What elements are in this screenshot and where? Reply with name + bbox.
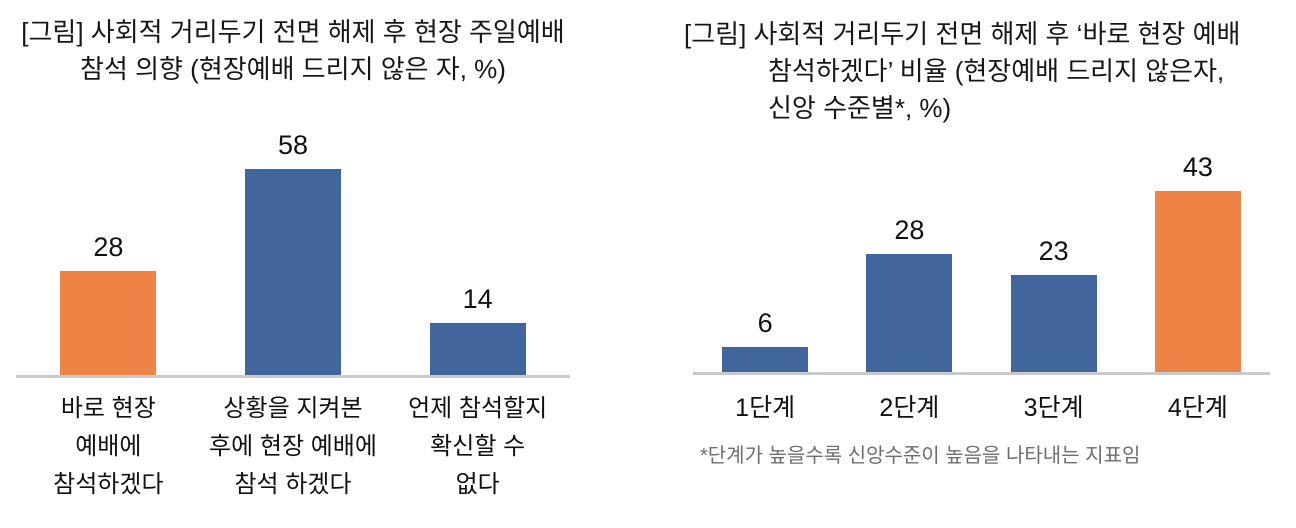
chart-attendance-by-faith-level: [그림] 사회적 거리두기 전면 해제 후 ‘바로 현장 예배 참석하겠다’ 비…	[648, 0, 1296, 528]
bar	[722, 347, 809, 372]
bar-value-label: 58	[277, 130, 309, 160]
bar	[60, 271, 157, 375]
bar-column: 43	[1126, 132, 1270, 372]
category-label: 2단계	[879, 394, 940, 422]
bar	[866, 254, 953, 372]
category-axis-labels: 1단계 2단계 3단계 4단계	[693, 389, 1270, 427]
bar-column: 58	[201, 130, 386, 375]
bar	[245, 169, 341, 375]
category-label: 바로 현장 예배에 참석하겠다	[53, 395, 164, 498]
x-axis-line	[693, 372, 1270, 375]
bar-value-label: 43	[1182, 152, 1213, 182]
chart-title: [그림] 사회적 거리두기 전면 해제 후 현장 주일예배 참석 의향 (현장예…	[21, 17, 565, 84]
chart-sunday-worship-intent: [그림] 사회적 거리두기 전면 해제 후 현장 주일예배 참석 의향 (현장예…	[16, 17, 570, 504]
bar	[1154, 191, 1241, 372]
bar-value-label: 28	[93, 232, 124, 262]
category-label: 1단계	[735, 394, 796, 422]
chart-title: [그림] 사회적 거리두기 전면 해제 후 ‘바로 현장 예배 참석하겠다’ 비…	[684, 19, 1241, 123]
category-label: 언제 참석할지 확신할 수 없다	[408, 395, 548, 498]
plot-area: 28 58 14	[16, 130, 570, 375]
bar-value-label: 6	[757, 308, 773, 338]
footnote: *단계가 높을수록 신앙수준이 높음을 나타내는 지표임	[700, 445, 1141, 467]
bar-column: 14	[385, 130, 570, 375]
x-axis-line	[16, 375, 570, 378]
bar-value-label: 14	[462, 284, 493, 314]
bar-column: 23	[982, 132, 1126, 372]
bar-value-label: 23	[1038, 236, 1069, 266]
bar-column: 28	[16, 130, 201, 375]
category-label: 상황을 지켜본 후에 현장 예배에 참석 하겠다	[209, 395, 377, 498]
category-label: 3단계	[1023, 394, 1084, 422]
bar-column: 6	[693, 132, 837, 372]
category-label: 4단계	[1167, 394, 1228, 422]
plot-area: 6 28 23 43	[693, 132, 1270, 372]
bar-column: 28	[837, 132, 981, 372]
bar-value-label: 28	[894, 215, 925, 245]
category-axis-labels: 바로 현장 예배에 참석하겠다 상황을 지켜본 후에 현장 예배에 참석 하겠다 언…	[16, 390, 570, 504]
bar	[1010, 275, 1097, 372]
bar	[429, 323, 526, 375]
